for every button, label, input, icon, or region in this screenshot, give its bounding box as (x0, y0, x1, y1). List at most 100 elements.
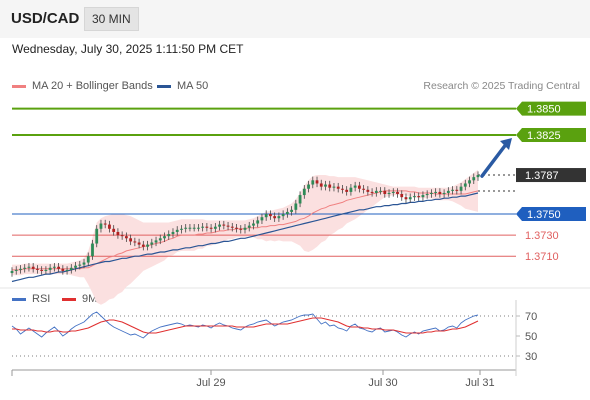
candle-body (201, 226, 205, 228)
candle-body (434, 191, 438, 193)
candle-body (455, 189, 459, 191)
candle-body (205, 226, 209, 228)
candle-body (400, 194, 404, 198)
candle-body (379, 190, 382, 192)
candle-body (124, 236, 128, 239)
legend-ma50-label: MA 50 (177, 80, 209, 92)
candle-body (69, 267, 73, 270)
candle-body (209, 227, 213, 229)
level-label-1.3730: 1.3730 (525, 230, 559, 242)
candle-body (129, 238, 133, 242)
candle-body (74, 265, 77, 268)
candle-body (396, 191, 399, 195)
candle-body (175, 229, 179, 232)
candle-body (391, 191, 395, 193)
candle-body (103, 223, 107, 225)
candle-body (252, 223, 255, 226)
candle-body (243, 227, 247, 230)
forecast-arrow-line (480, 141, 509, 178)
candle-body (14, 269, 18, 271)
x-tick-label: Jul 29 (196, 377, 225, 389)
candle-body (298, 195, 302, 204)
legend-ma50: MA 50 (157, 80, 208, 92)
candle-body (23, 267, 27, 269)
candle-body (374, 190, 378, 193)
candle-body (218, 224, 221, 227)
candle-body (370, 191, 374, 193)
rsi-tick-label-30: 30 (525, 351, 537, 363)
candle-body (154, 240, 158, 243)
timeframe-button[interactable]: 30 MIN (84, 7, 139, 31)
candle-body (315, 180, 319, 184)
rsi-swatch (12, 297, 26, 301)
candle-body (349, 187, 353, 192)
candle-body (264, 214, 268, 218)
candle-body (332, 186, 336, 188)
bollinger-band-area (12, 169, 478, 305)
candle-body (404, 197, 408, 200)
candle-body (425, 194, 429, 196)
candle-body (120, 235, 124, 237)
candle-body (188, 227, 192, 229)
candle-body (171, 231, 175, 235)
candle-body (40, 269, 44, 271)
candle-body (91, 243, 94, 257)
candle-body (247, 225, 251, 228)
candle-body (387, 192, 391, 195)
candle-body (108, 224, 111, 229)
rsi-ma-swatch (62, 297, 76, 301)
candle-body (366, 189, 370, 192)
credit-label: Research © 2025 Trading Central (423, 80, 580, 92)
candle-body (285, 211, 289, 215)
candle-body (345, 189, 349, 192)
legend-ma20-label: MA 20 + Bollinger Bands (32, 80, 153, 92)
candle-body (421, 195, 425, 198)
candle-body (463, 183, 467, 187)
candle-body (82, 262, 86, 265)
candle-body (65, 269, 69, 271)
candle-body (442, 192, 446, 195)
candle-body (438, 191, 442, 195)
candle-body (36, 268, 39, 270)
forecast-arrow-head (500, 137, 512, 150)
candle-body (451, 189, 454, 191)
candle-body (472, 177, 476, 181)
candle-body (362, 188, 366, 190)
header-bar: USD/CAD 30 MIN (0, 0, 590, 38)
candle-body (383, 190, 387, 195)
candle-body (52, 266, 56, 268)
candle-body (167, 234, 171, 237)
candle-body (328, 184, 332, 188)
candle-body (222, 224, 226, 226)
rsi-ma-line (12, 317, 479, 334)
legend-rsi: RSI (12, 293, 50, 305)
candle-body (260, 217, 264, 221)
candle-body (273, 216, 277, 219)
level-label-1.3750: 1.3750 (527, 209, 561, 221)
level-tag-1.3850 (516, 101, 586, 116)
ma50-swatch (157, 84, 171, 88)
level-tag-1.3750 (516, 207, 586, 222)
candle-body (413, 196, 416, 198)
candle-body (213, 226, 217, 229)
candle-body (112, 228, 116, 232)
last-price-tag (516, 168, 586, 183)
level-tag-1.3825 (516, 127, 586, 142)
candle-body (319, 183, 323, 187)
candle-body (48, 267, 52, 270)
candle-body (137, 242, 141, 245)
candle-body (192, 227, 196, 229)
candle-body (256, 220, 260, 224)
candle-body (235, 227, 238, 229)
candle-body (353, 185, 357, 188)
candle-body (459, 186, 463, 191)
rsi-tick-label-50: 50 (525, 331, 537, 343)
last-price-label: 1.3787 (525, 170, 559, 182)
candle-body (336, 186, 340, 189)
candle-body (95, 228, 99, 244)
candle-body (446, 190, 450, 193)
candle-body (341, 188, 344, 190)
candle-body (430, 192, 433, 195)
candle-body (357, 185, 361, 189)
